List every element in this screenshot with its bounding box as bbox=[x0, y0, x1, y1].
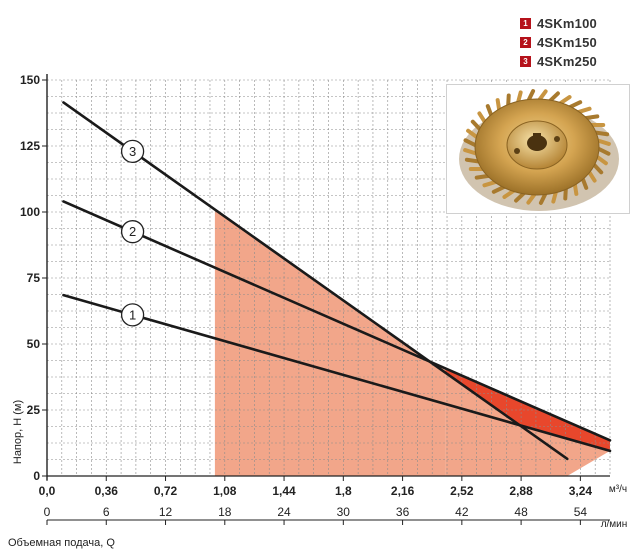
series-line-3 bbox=[62, 101, 569, 461]
x-tick-label: 1,8 bbox=[335, 484, 352, 498]
x-tick-label: 2,52 bbox=[450, 484, 474, 498]
y-tick-label: 75 bbox=[27, 271, 41, 285]
x-tick-label: 2,88 bbox=[509, 484, 533, 498]
x2-tick-label: 24 bbox=[277, 505, 291, 519]
shaded-region-high bbox=[445, 368, 610, 451]
curve-marker-label: 2 bbox=[129, 224, 136, 239]
x2-tick-label: 42 bbox=[455, 505, 469, 519]
legend-item-1: 1 4SKm100 bbox=[520, 14, 597, 33]
legend-label: 4SKm250 bbox=[537, 54, 597, 69]
x-unit-lmin: л/мин bbox=[601, 519, 628, 530]
x2-tick-label: 0 bbox=[44, 505, 51, 519]
y-tick-label: 0 bbox=[33, 469, 40, 483]
x2-tick-label: 36 bbox=[396, 505, 410, 519]
legend-badge: 3 bbox=[520, 56, 531, 67]
x-tick-label: 0,36 bbox=[95, 484, 119, 498]
x2-tick-label: 48 bbox=[514, 505, 528, 519]
shaded-region bbox=[214, 209, 446, 476]
x2-tick-label: 18 bbox=[218, 505, 232, 519]
y-axis-label: Напор, H (м) bbox=[12, 400, 24, 464]
legend-badge: 1 bbox=[520, 18, 531, 29]
y-tick-label: 50 bbox=[27, 337, 41, 351]
x-tick-label: 1,08 bbox=[213, 484, 237, 498]
legend-label: 4SKm150 bbox=[537, 35, 597, 50]
y-tick-label: 125 bbox=[20, 139, 40, 153]
x-tick-label: 2,16 bbox=[391, 484, 415, 498]
series-line-2 bbox=[62, 200, 612, 442]
x-tick-label: 1,44 bbox=[272, 484, 296, 498]
curve-marker-2 bbox=[120, 220, 145, 244]
x2-tick-label: 54 bbox=[574, 505, 588, 519]
curve-marker-label: 1 bbox=[129, 307, 136, 322]
x-tick-label: 0,0 bbox=[39, 484, 56, 498]
curve-marker-label: 3 bbox=[129, 144, 136, 159]
x2-tick-label: 12 bbox=[159, 505, 173, 519]
y-tick-label: 25 bbox=[27, 403, 41, 417]
impeller-icon bbox=[459, 89, 619, 211]
shaded-region-high-base bbox=[445, 372, 610, 476]
curve-marker-1 bbox=[120, 303, 145, 327]
legend-item-2: 2 4SKm150 bbox=[520, 33, 597, 52]
legend-badge: 2 bbox=[520, 37, 531, 48]
legend-item-3: 3 4SKm250 bbox=[520, 52, 597, 71]
x-tick-label: 0,72 bbox=[154, 484, 178, 498]
legend: 1 4SKm100 2 4SKm150 3 4SKm250 bbox=[520, 14, 597, 71]
y-tick-label: 150 bbox=[20, 73, 40, 87]
x-unit-m3h: м³/ч bbox=[609, 484, 627, 495]
x2-tick-label: 30 bbox=[337, 505, 351, 519]
x2-tick-label: 6 bbox=[103, 505, 110, 519]
x-axis-label: Объемная подача, Q bbox=[8, 537, 115, 549]
x-tick-label: 3,24 bbox=[569, 484, 593, 498]
curve-marker-3 bbox=[120, 139, 145, 164]
y-tick-label: 100 bbox=[20, 205, 40, 219]
legend-label: 4SKm100 bbox=[537, 16, 597, 31]
impeller-photo bbox=[446, 84, 630, 214]
